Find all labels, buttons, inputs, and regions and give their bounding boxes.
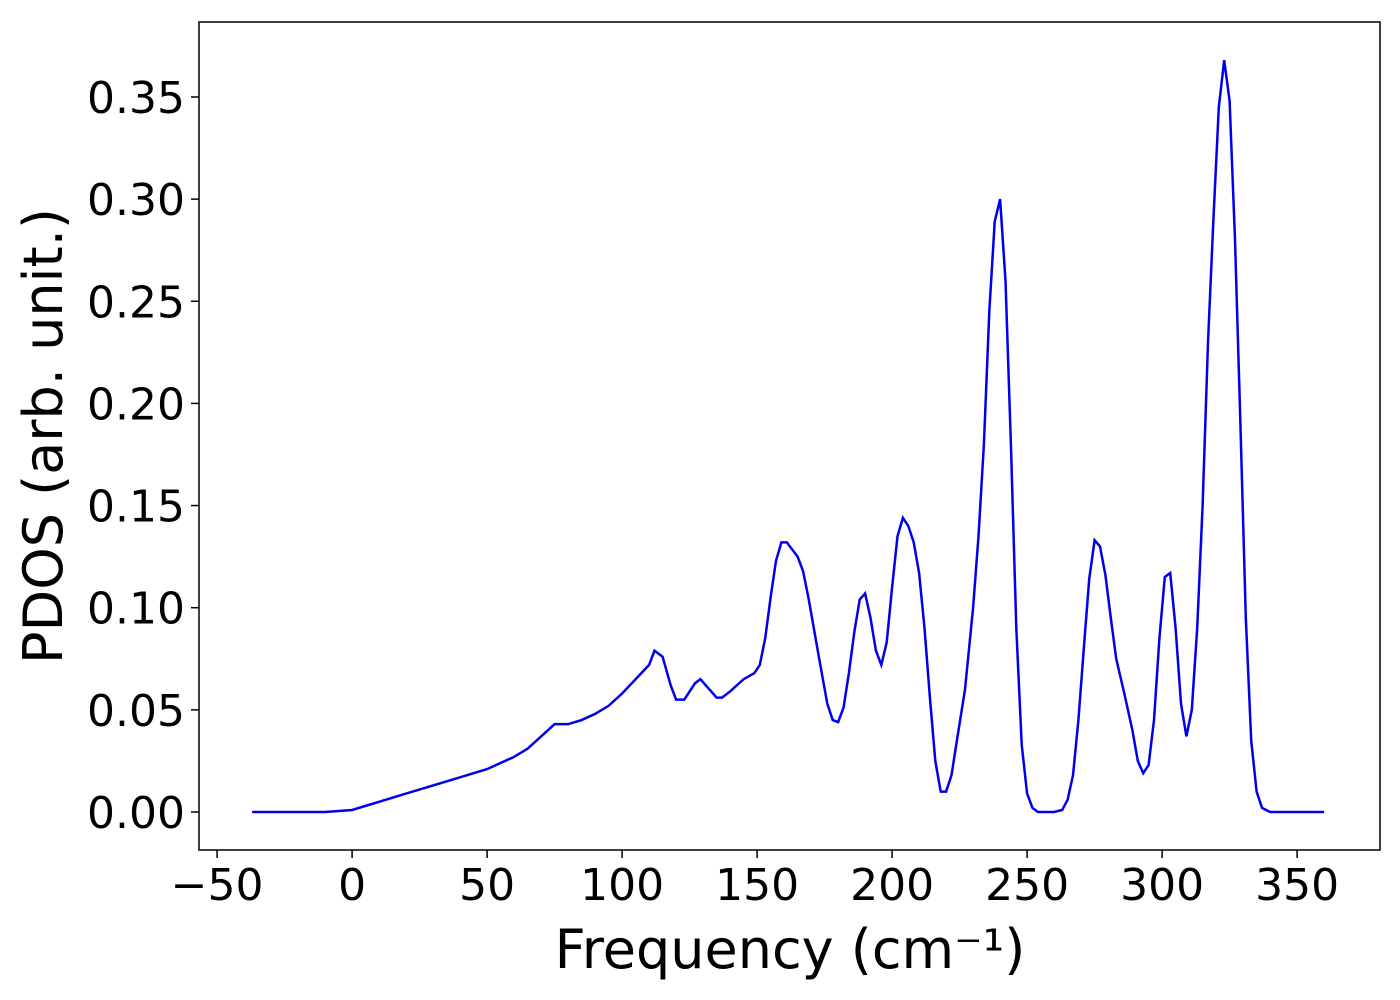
x-tick-label: 300 (1120, 860, 1204, 911)
y-tick-label: 0.05 (87, 686, 185, 737)
x-tick-label: −50 (171, 860, 264, 911)
y-tick-label: 0.20 (87, 379, 185, 430)
y-tick-label: 0.30 (87, 175, 185, 226)
line-series (252, 60, 1325, 814)
y-tick-label: 0.10 (87, 584, 185, 635)
y-tick-label: 0.00 (87, 788, 185, 839)
y-tick-label: 0.15 (87, 482, 185, 533)
x-tick-label: 100 (580, 860, 664, 911)
x-tick-label: 200 (850, 860, 934, 911)
x-tick-label: 250 (985, 860, 1069, 911)
y-tick-label: 0.25 (87, 277, 185, 328)
x-tick-label: 0 (338, 860, 366, 911)
x-axis-label: Frequency (cm⁻¹) (555, 918, 1026, 981)
plot-frame (198, 21, 1381, 851)
y-tick-label: 0.35 (87, 73, 185, 124)
x-tick-label: 350 (1255, 860, 1339, 911)
y-axis-label: PDOS (arb. unit.) (12, 208, 75, 664)
x-tick-label: 50 (459, 860, 515, 911)
x-tick-label: 150 (715, 860, 799, 911)
